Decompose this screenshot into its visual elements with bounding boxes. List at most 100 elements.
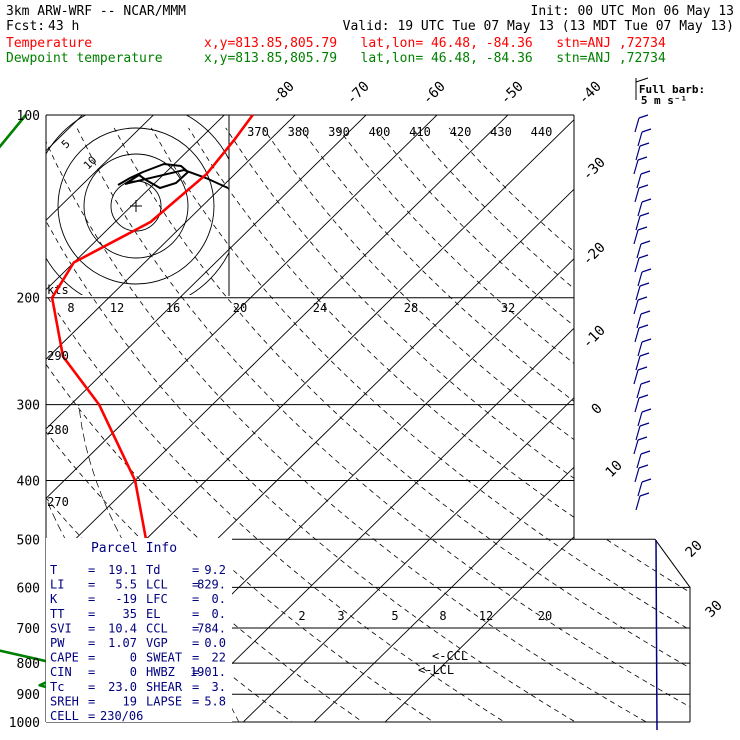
- isotherm-line: [46, 115, 395, 722]
- parcel-equals: =: [88, 592, 95, 606]
- hodograph-speed-label: 28: [404, 301, 418, 315]
- parcel-param-label: T: [50, 563, 57, 577]
- pressure-tick-label: 300: [17, 399, 40, 414]
- parcel-param-label: TT: [50, 607, 64, 621]
- wind-barb: [635, 355, 641, 371]
- valid-time: Valid: 19 UTC Tue 07 May 13 (13 MDT Tue …: [343, 19, 734, 34]
- barb-legend-title: Full barb:: [639, 83, 705, 96]
- wind-barb: [634, 397, 640, 413]
- isotherm-line: [46, 115, 253, 722]
- dry-adiabat-label: 280: [47, 423, 69, 437]
- dry-adiabat-line: [374, 127, 690, 722]
- theta-label: 410: [409, 125, 431, 139]
- hodograph-speed-label: 24: [313, 301, 327, 315]
- parcel-param-value: 1901.: [190, 665, 226, 679]
- isotherm-label: -30: [580, 155, 609, 184]
- wind-barb: [635, 145, 641, 161]
- wind-barb-flag: [637, 296, 648, 301]
- wind-barb-flag: [638, 394, 649, 399]
- pressure-tick-label: 100: [17, 109, 40, 124]
- wind-barb: [636, 173, 642, 189]
- wind-barb-flag: [640, 450, 651, 455]
- parcel-param-value: 23.0: [108, 680, 137, 694]
- wind-barb-flag: [638, 464, 649, 469]
- dry-adiabat-line: [299, 127, 690, 722]
- parcel-param-value: 829.: [197, 578, 226, 592]
- dry-adiabat-line: [150, 127, 690, 722]
- dry-adiabat-label: 290: [47, 349, 69, 363]
- parcel-param-value: 19: [123, 694, 137, 708]
- parcel-param-label: K: [50, 592, 58, 606]
- wind-barb: [637, 341, 643, 357]
- parcel-equals: =: [88, 694, 95, 708]
- parcel-param-value: 230/06: [100, 709, 143, 723]
- parcel-equals: =: [192, 694, 199, 708]
- parcel-param-label: CIN: [50, 665, 72, 679]
- parcel-param-value: 10.4: [108, 621, 137, 635]
- parcel-equals: =: [192, 578, 199, 592]
- parcel-param-value: 19.1: [108, 563, 137, 577]
- isotherm-label: 10: [603, 458, 626, 481]
- parcel-param-value: -19: [115, 592, 137, 606]
- ccl-label: <-CCL: [432, 649, 468, 663]
- mixing-ratio-label: 2: [298, 609, 305, 623]
- wind-barb: [637, 271, 643, 287]
- wind-barb-flag: [640, 240, 651, 245]
- wind-barb-flag: [639, 422, 650, 427]
- parcel-param-label: CCL: [146, 621, 168, 635]
- wind-barb-flag: [638, 184, 649, 189]
- init-time: Init: 00 UTC Mon 06 May 13: [531, 4, 735, 19]
- wind-barb: [637, 411, 643, 427]
- isotherm-label: 30: [703, 598, 726, 621]
- wind-barb: [634, 327, 640, 343]
- parcel-equals: =: [88, 563, 95, 577]
- parcel-param-label: HWBZ: [146, 665, 175, 679]
- parcel-param-label: SHEAR: [146, 680, 183, 694]
- dry-adiabat-line: [0, 128, 22, 735]
- wind-barb: [637, 481, 643, 497]
- isotherm-line: [371, 115, 690, 722]
- parcel-equals: =: [88, 578, 95, 592]
- wind-barb-flag: [638, 254, 649, 259]
- parcel-param-label: SREH: [50, 694, 79, 708]
- model-title: 3km ARW-WRF -- NCAR/MMM: [6, 4, 186, 19]
- wind-barb: [635, 285, 641, 301]
- wind-barb-flag: [640, 170, 651, 175]
- wind-barb: [633, 369, 639, 385]
- theta-label: 420: [450, 125, 472, 139]
- theta-label: 380: [288, 125, 310, 139]
- isotherm-line: [300, 115, 690, 722]
- hodograph-speed-label: 20: [233, 301, 247, 315]
- parcel-param-label: SWEAT: [146, 651, 182, 665]
- right-axis-lower: [574, 538, 691, 722]
- pressure-tick-label: 500: [17, 533, 40, 548]
- pressure-tick-label: 600: [17, 581, 40, 596]
- wind-barb: [636, 453, 642, 469]
- wind-barb: [634, 117, 640, 133]
- isotherm-label: -20: [580, 240, 609, 269]
- wind-barb: [637, 131, 643, 147]
- wind-barb-flag: [639, 492, 650, 497]
- isotherm-label: -60: [420, 79, 449, 108]
- wind-barb-lower: [655, 539, 658, 731]
- parcel-param-value: 5.5: [115, 578, 137, 592]
- dry-adiabat-line: [448, 127, 690, 722]
- parcel-param-label: PW: [50, 636, 65, 650]
- parcel-equals: =: [192, 665, 199, 679]
- parcel-param-value: 1.07: [108, 636, 137, 650]
- parcel-equals: =: [88, 607, 95, 621]
- legend-temperature-info: x,y=813.85,805.79 lat,lon= 46.48, -84.36…: [204, 36, 666, 51]
- isotherm-label: 20: [683, 538, 706, 561]
- wind-barb-flag: [641, 408, 652, 413]
- dry-adiabat-line: [46, 127, 454, 722]
- wind-barb: [633, 299, 639, 315]
- mixing-ratio-label: 20: [538, 609, 552, 623]
- wind-barb-flag: [637, 226, 648, 231]
- parcel-param-label: VGP: [146, 636, 168, 650]
- wind-barb-flag: [639, 282, 650, 287]
- pressure-tick-label: 1000: [9, 716, 40, 731]
- pressure-tick-label: 900: [17, 688, 40, 703]
- isotherm-label: 0: [589, 401, 606, 418]
